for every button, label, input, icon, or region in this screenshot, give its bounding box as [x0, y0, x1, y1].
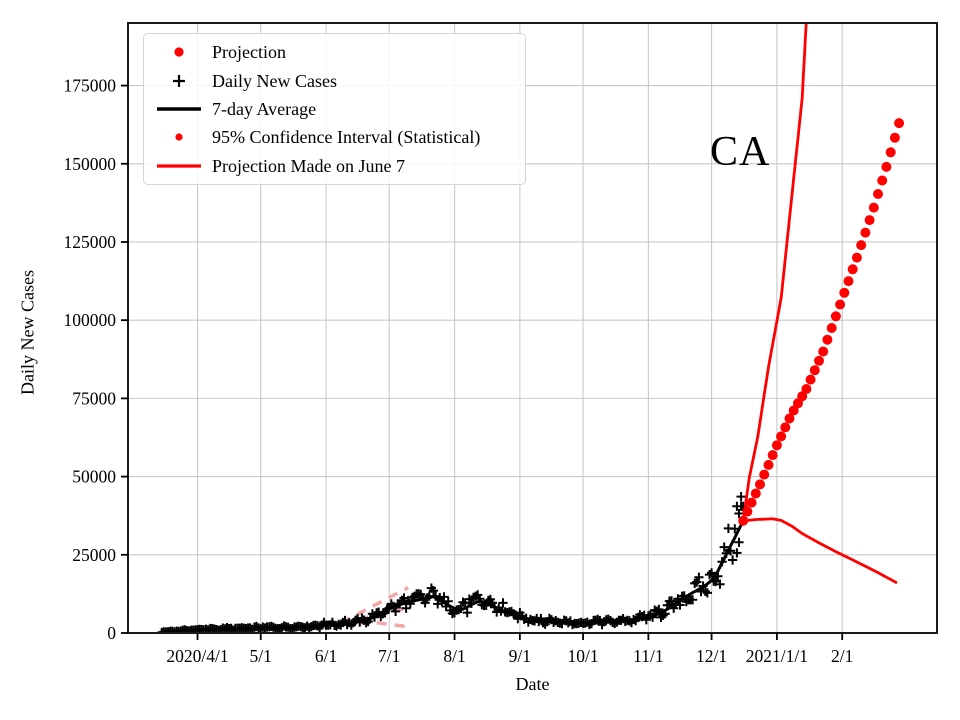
x-tick-label: 2020/4/1	[166, 646, 228, 666]
june7-projection-line	[340, 620, 407, 629]
plot-area	[157, 23, 905, 633]
y-tick-label: 175000	[64, 76, 117, 96]
projection-dots	[738, 118, 905, 526]
x-tick-label: 8/1	[443, 646, 465, 666]
y-tick-label: 125000	[64, 232, 117, 252]
legend-item: 95% Confidence Interval (Statistical)	[150, 128, 519, 146]
plot-border	[127, 22, 938, 634]
x-tick-label: 9/1	[509, 646, 531, 666]
legend-item: Daily New Cases	[150, 72, 519, 90]
x-tick-label: 10/1	[568, 646, 599, 666]
black-plus-icon	[150, 72, 208, 90]
x-axis-title: Date	[515, 674, 550, 694]
june7-projection-line	[339, 586, 410, 625]
legend-label: Daily New Cases	[212, 70, 337, 91]
x-tick-label: 7/1	[378, 646, 400, 666]
x-tick-label: 5/1	[250, 646, 272, 666]
confidence-interval-line	[742, 517, 898, 585]
legend-label: 7-day Average	[212, 98, 317, 119]
black-line-icon	[150, 100, 208, 118]
y-tick-label: 25000	[72, 545, 116, 565]
legend: Projection Daily New Cases 7-day Average 95…	[143, 33, 526, 185]
seven-day-average-line	[161, 520, 745, 633]
y-tick-label: 50000	[72, 467, 116, 487]
legend-label: Projection	[212, 42, 286, 63]
y-tick-label: 75000	[72, 388, 116, 408]
x-tick-label: 11/1	[633, 646, 663, 666]
tick-marks	[121, 84, 844, 640]
legend-label: 95% Confidence Interval (Statistical)	[212, 127, 481, 148]
y-tick-label: 100000	[64, 310, 117, 330]
x-tick-label: 2/1	[831, 646, 853, 666]
x-tick-label: 6/1	[315, 646, 337, 666]
tick-labels: 2020/4/1 5/1 6/1 7/1 8/1 9/1 10/1 11/1 12/1 2021/…	[64, 76, 854, 666]
y-axis-title: Daily New Cases	[17, 270, 38, 395]
june7-projection-line	[340, 605, 411, 626]
legend-item: Projection Made on June 7	[150, 157, 519, 175]
y-tick-label: 150000	[64, 154, 117, 174]
red-line-icon	[150, 157, 208, 175]
red-dot-small-icon	[150, 128, 208, 146]
y-tick-label: 0	[107, 623, 116, 643]
x-tick-label: 2021/1/1	[746, 646, 808, 666]
red-dot-large-icon	[150, 43, 208, 61]
legend-item: Projection	[150, 43, 519, 61]
legend-item: 7-day Average	[150, 100, 519, 118]
confidence-interval-line	[741, 23, 808, 521]
legend-label: Projection Made on June 7	[212, 155, 405, 176]
state-annotation: CA	[710, 129, 771, 175]
x-tick-label: 12/1	[696, 646, 727, 666]
